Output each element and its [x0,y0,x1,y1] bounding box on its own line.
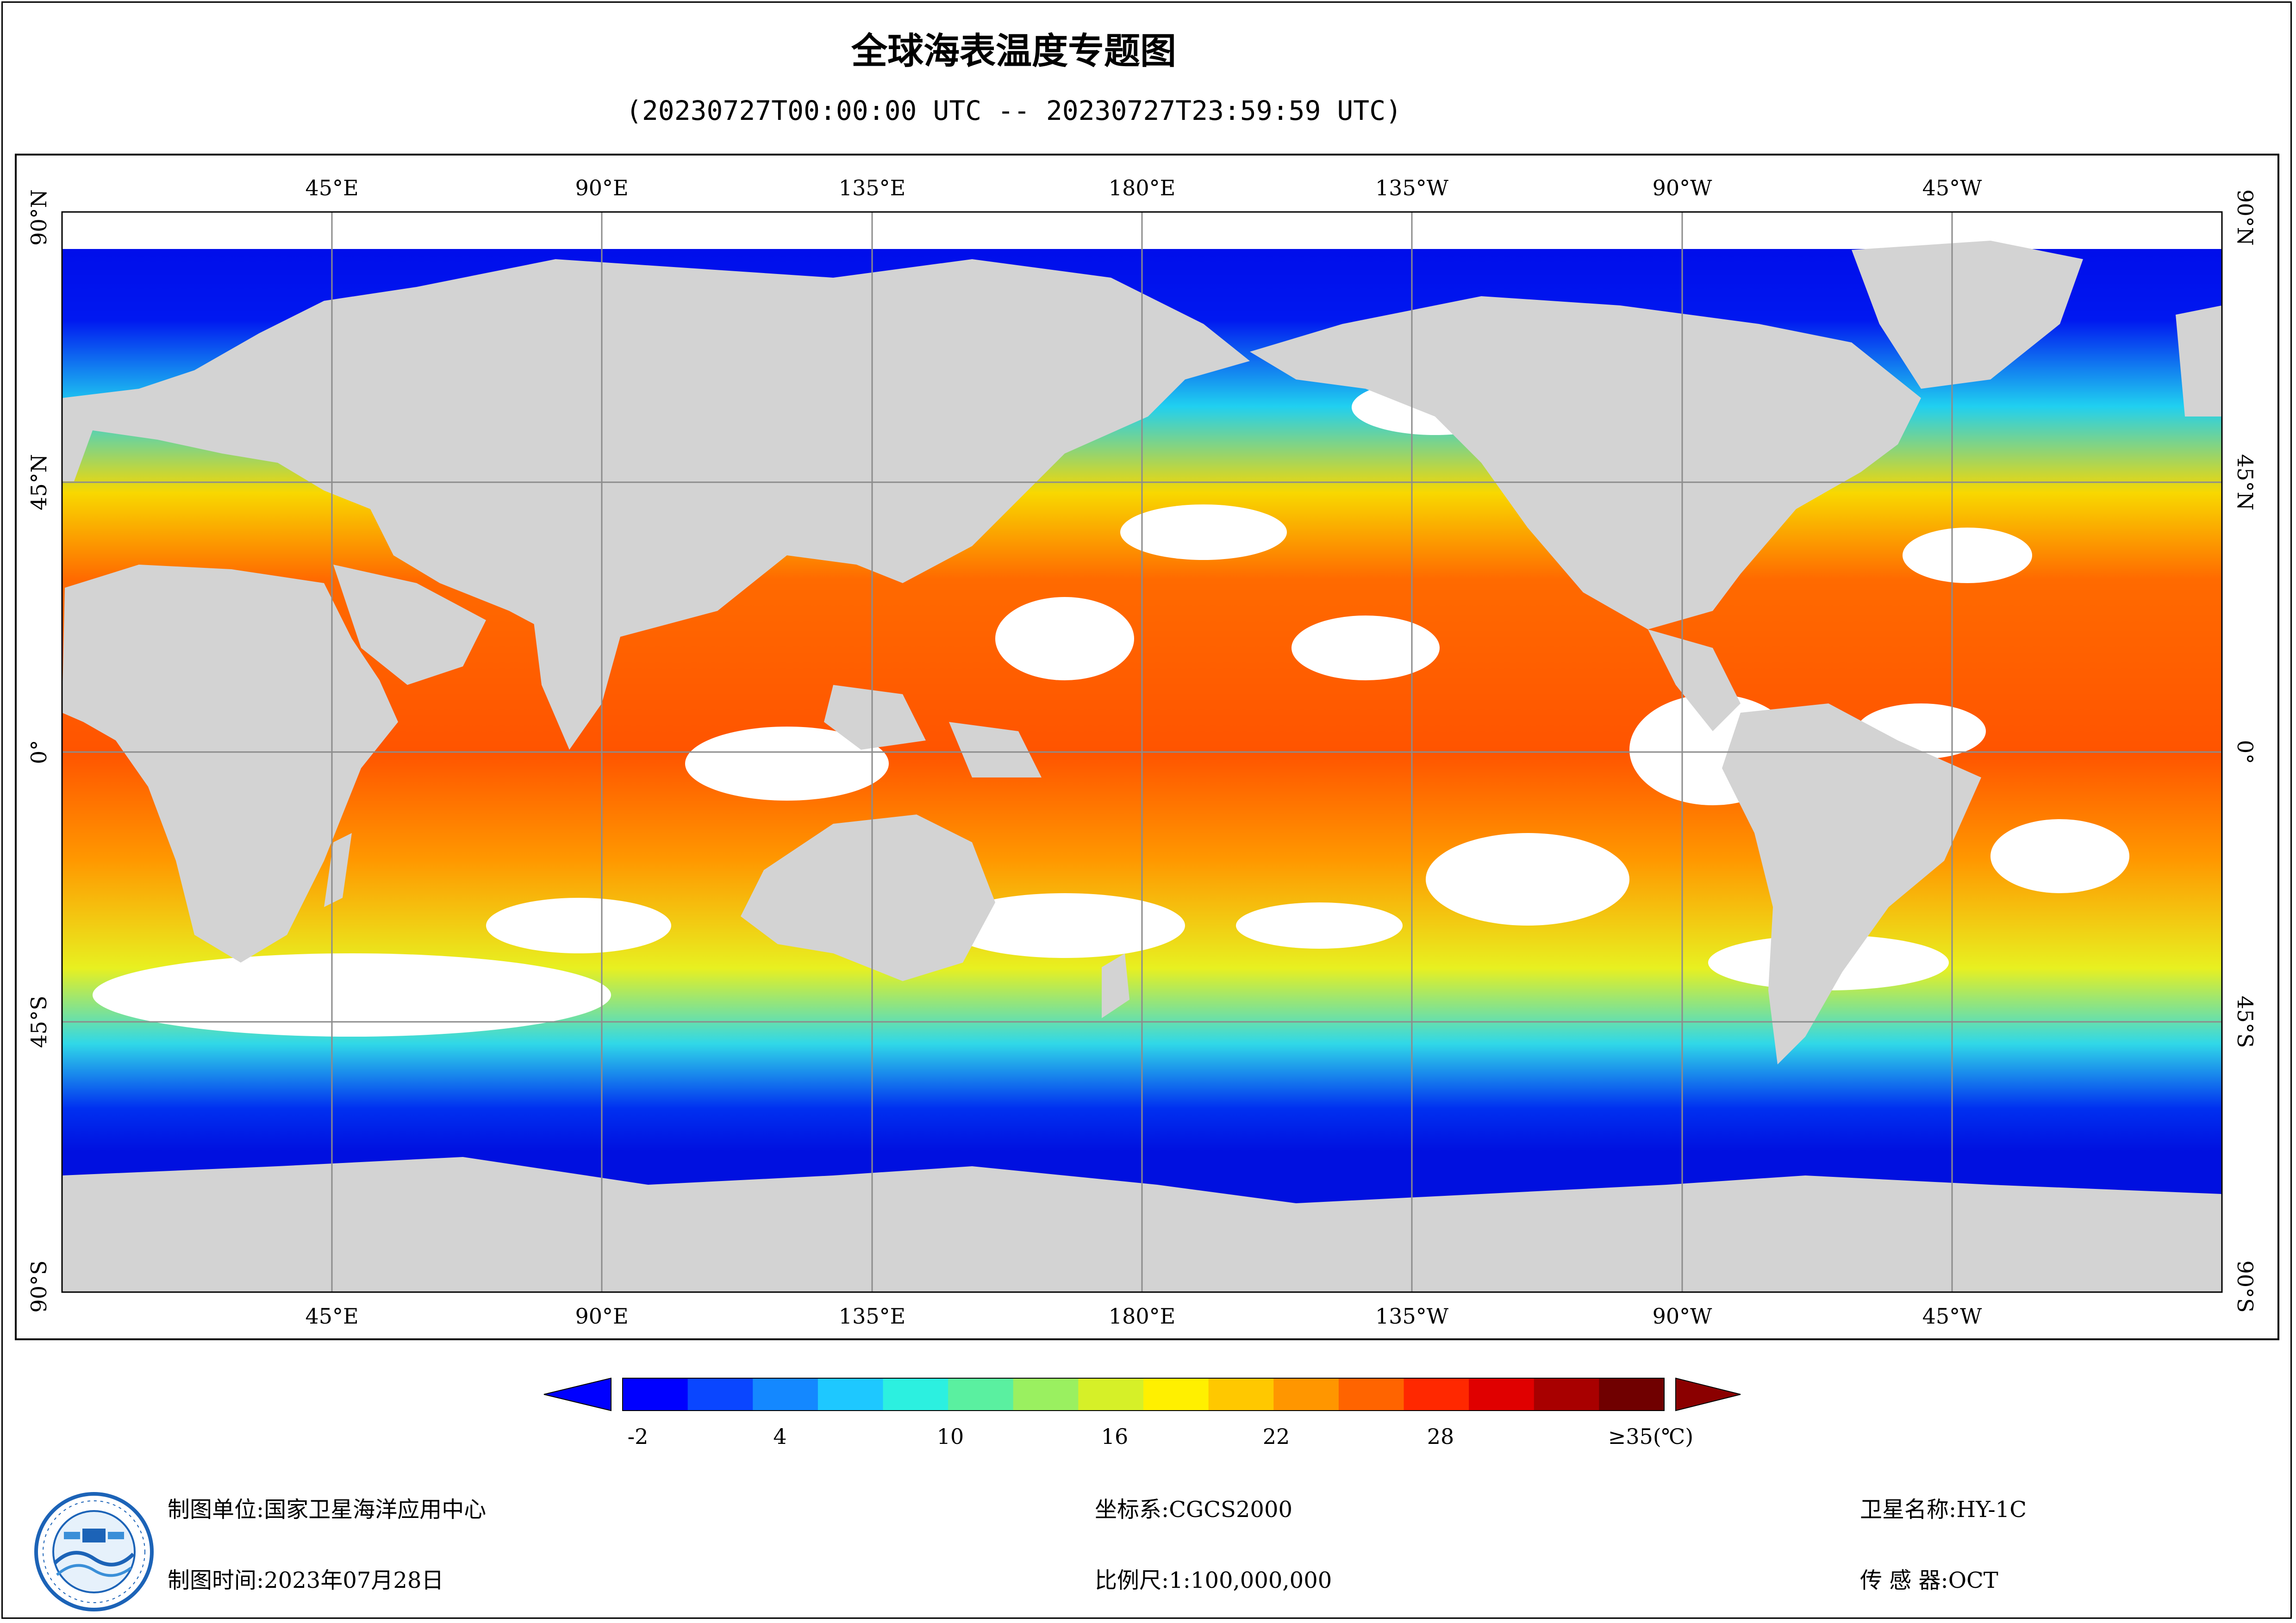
colorbar-under-arrow [543,1377,611,1412]
graticule [62,212,2222,1292]
colorbar-over-arrow [1675,1377,1741,1412]
colorbar-swatch [1599,1378,1665,1411]
lat-label: 45°N [2233,454,2258,510]
colorbar-swatch [623,1378,688,1411]
nsoas-logo [34,1492,154,1611]
time-range: (20230727T00:00:00 UTC -- 20230727T23:59… [625,95,1402,126]
colorbar-swatch [1273,1378,1339,1411]
colorbar-swatch [817,1378,884,1411]
colorbar-swatch [1469,1378,1535,1411]
colorbar-swatch [1208,1378,1274,1411]
org-label: 制图单位: [168,1497,264,1523]
lat-labels-left: 90°N 45°N 0° 45°S 90°S [26,189,51,1312]
colorbar-swatch [687,1378,754,1411]
crs-info: 坐标系:CGCS2000 [1095,1491,1292,1524]
lat-labels-right: 90°N 45°N 0° 45°S 90°S [2233,189,2258,1312]
org-info: 制图单位:国家卫星海洋应用中心 [168,1491,486,1524]
sensor-info: 传 感 器:OCT [1860,1562,1998,1594]
lon-labels-top: 45°E 90°E 135°E 180°E 135°W 90°W 45°W [305,175,1982,200]
lat-label: 45°S [2233,995,2258,1048]
org-value: 国家卫星海洋应用中心 [264,1497,487,1523]
scale-label: 比例尺: [1095,1567,1169,1593]
lon-label: 90°E [575,175,628,200]
sensor-value: OCT [1948,1567,1998,1593]
colorbar-swatch [1013,1378,1079,1411]
colorbar-swatch [1404,1378,1470,1411]
lat-label: 90°N [2233,189,2258,246]
lon-label: 90°E [575,1304,628,1329]
lat-label: 90°S [26,1260,51,1312]
lat-label: 0° [2233,740,2258,764]
lon-label: 180°E [1109,1304,1175,1329]
colorbar-swatch [948,1378,1014,1411]
colorbar-swatch [1338,1378,1404,1411]
lat-label: 90°N [26,189,51,246]
sensor-label: 传 感 器: [1860,1567,1948,1593]
map-border [61,211,2223,1293]
colorbar-tick-label: 4 [773,1424,786,1449]
lon-labels-bottom: 45°E 90°E 135°E 180°E 135°W 90°W 45°W [305,1304,1982,1329]
lon-label: 180°E [1109,175,1175,200]
colorbar-tick-label: ≥35(℃) [1608,1424,1693,1449]
map-title: 全球海表温度专题图 [851,31,1176,72]
date-info: 制图时间:2023年07月28日 [168,1562,444,1594]
lon-label: 135°E [839,1304,905,1329]
crs-value: CGCS2000 [1169,1497,1293,1523]
lon-label: 135°W [1375,1304,1449,1329]
colorbar-swatch [1534,1378,1600,1411]
lon-label: 135°W [1375,175,1449,200]
scale-info: 比例尺:1:100,000,000 [1095,1562,1332,1594]
satellite-info: 卫星名称:HY-1C [1860,1491,2027,1524]
colorbar-swatch [1078,1378,1144,1411]
lat-label: 45°S [26,995,51,1048]
colorbar-labels: -2 4 10 16 22 28 ≥35(℃) [628,1424,1694,1449]
lat-label: 90°S [2233,1260,2258,1312]
colorbar-tick-label: 10 [937,1424,964,1449]
date-label: 制图时间: [168,1567,264,1593]
lon-label: 45°E [305,175,358,200]
colorbar-tick-label: 16 [1101,1424,1129,1449]
colorbar-border [622,1378,1665,1411]
lon-label: 90°W [1653,1304,1713,1329]
crs-label: 坐标系: [1095,1497,1169,1523]
satellite-label: 卫星名称: [1860,1497,1957,1523]
lat-label: 45°N [26,454,51,510]
lat-label: 0° [26,740,51,764]
lon-label: 45°W [1922,175,1983,200]
colorbar-swatch [1143,1378,1209,1411]
lon-label: 45°E [305,1304,358,1329]
lon-label: 90°W [1653,175,1713,200]
lon-label: 45°W [1922,1304,1983,1329]
scale-value: 1:100,000,000 [1169,1567,1332,1593]
date-value: 2023年07月28日 [264,1567,444,1593]
colorbar-swatch [883,1378,949,1411]
satellite-value: HY-1C [1956,1497,2027,1523]
colorbar-tick-label: 22 [1263,1424,1290,1449]
color-bar [623,1378,1665,1411]
colorbar-swatch [753,1378,818,1411]
colorbar-tick-label: 28 [1427,1424,1454,1449]
map-frame [15,154,2279,1340]
colorbar-tick-label: -2 [628,1424,649,1449]
lon-label: 135°E [839,175,905,200]
